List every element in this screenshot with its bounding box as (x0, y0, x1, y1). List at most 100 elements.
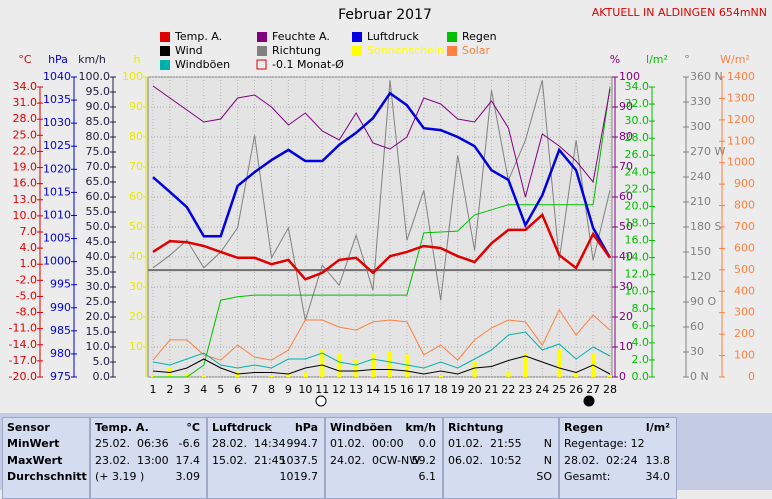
y-tick-label: 7.0 (20, 225, 38, 238)
y-tick-label: 330 (690, 95, 711, 108)
y-tick-label: 16.0 (625, 234, 650, 247)
table-cell: Temp. A. (95, 421, 149, 434)
x-tick-label: 16 (400, 383, 414, 396)
y-tick-label: 70 (619, 160, 633, 173)
y-tick-label: 1035 (43, 93, 71, 106)
y-tick-label: 15.0 (86, 325, 111, 338)
table-cell: 01.02. 21:55 (448, 437, 522, 450)
y-tick-label: -5.0 (16, 289, 37, 302)
line (152, 91, 612, 259)
y-tick-label: 1040 (43, 70, 71, 83)
y-tick-label: 80 (129, 130, 143, 143)
y-tick-label: 20.0 (625, 199, 650, 212)
table-cell: Windböen (330, 421, 393, 434)
table-cell: MaxWert (7, 454, 63, 467)
x-tick-label: 22 (501, 383, 515, 396)
y-tick-label: 80.0 (86, 130, 111, 143)
y-tick-label: 0.0 (93, 370, 111, 383)
legend-label: Luftdruck (367, 30, 419, 43)
y-tick-label: 600 (734, 241, 755, 254)
y-tick-label: 50 (129, 220, 143, 233)
y-tick-label: 995 (50, 278, 71, 291)
y-tick-label: 14.0 (625, 251, 650, 264)
bar (472, 362, 477, 377)
table-cell: Regen (564, 421, 604, 434)
y-tick-label: 95.0 (86, 85, 111, 98)
legend-swatch (160, 46, 170, 56)
y-tick-label: 1400 (727, 70, 755, 83)
table-cell: 15.02. 21:45 (212, 454, 286, 467)
y-tick-label: 150 (690, 245, 711, 258)
y-tick-label: 75.0 (86, 145, 111, 158)
y-tick-label: 20 (619, 310, 633, 323)
table-cell: 994.7 (286, 437, 319, 450)
y-tick-label: -8.0 (16, 306, 37, 319)
y-tick-label: -14.0 (9, 338, 37, 351)
y-tick-label: 1010 (43, 208, 71, 221)
y-tick-label: 1020 (43, 162, 71, 175)
table-cell: 28.02. 02:24 (564, 454, 638, 467)
table-cell: MinWert (7, 437, 60, 450)
y-tick-label: 0 N (690, 370, 709, 383)
x-tick-label: 25 (552, 383, 566, 396)
bar (371, 353, 376, 377)
y-tick-label: 500 (734, 263, 755, 276)
y-tick-label: 10.0 (625, 285, 650, 298)
y-tick-label: 24.0 (625, 165, 650, 178)
legend-label: Temp. A. (174, 30, 222, 43)
y-tick-label: 980 (50, 347, 71, 360)
y-tick-label: 300 (690, 120, 711, 133)
y-tick-label: -11.0 (9, 322, 37, 335)
table-cell: Luftdruck (212, 421, 272, 434)
y-tick-label: 90 O (690, 295, 716, 308)
legend-label: Richtung (272, 44, 321, 57)
y-tick-label: 18.0 (625, 216, 650, 229)
legend-label: Regen (462, 30, 497, 43)
y-tick-label: 400 (734, 284, 755, 297)
bar (608, 375, 612, 377)
x-tick-label: 21 (485, 383, 499, 396)
y-tick-label: 200 (734, 327, 755, 340)
y-tick-label: 19.0 (13, 161, 38, 174)
bar (286, 374, 291, 377)
y-tick-label: 1005 (43, 232, 71, 245)
y-tick-label: 1000 (727, 156, 755, 169)
y-tick-label: 60 (619, 190, 633, 203)
y-tick-label: -20.0 (9, 370, 37, 383)
moon-icon (315, 395, 327, 407)
table-cell: N (543, 454, 552, 467)
table-cell: 24.02. 0CW-NW (330, 454, 421, 467)
y-tick-label: 1200 (727, 113, 755, 126)
y-tick-label: 55.0 (86, 205, 111, 218)
y-tick-label: 5.0 (93, 355, 111, 368)
y-tick-label: 4.0 (632, 336, 650, 349)
table-column (2, 417, 90, 499)
table-cell: 1019.7 (279, 470, 319, 483)
bar (337, 353, 342, 377)
y-tick-label: 16.0 (13, 177, 38, 190)
y-tick-label: 10 (619, 340, 633, 353)
table-cell: Gesamt: (564, 470, 611, 483)
x-tick-label: 23 (518, 383, 532, 396)
y-tick-label: 31.0 (13, 96, 38, 109)
y-tick-label: 800 (734, 199, 755, 212)
table-cell: 28.02. 14:34 (212, 437, 286, 450)
x-tick-label: 12 (332, 383, 346, 396)
bar (506, 371, 511, 377)
y-tick-label: 300 (734, 306, 755, 319)
x-tick-label: 17 (417, 383, 431, 396)
x-tick-label: 13 (349, 383, 363, 396)
table-cell: 59.2 (411, 454, 437, 467)
chart-title: Februar 2017 (338, 7, 432, 23)
table-cell: 34.0 (645, 470, 671, 483)
y-tick-label: 20 (129, 310, 143, 323)
y-tick-label: 70.0 (86, 160, 111, 173)
bar (201, 376, 206, 377)
chart: Februar 2017 AKTUELL IN ALDINGEN 654mNN … (9, 6, 767, 407)
legend-swatch (352, 46, 362, 56)
y-tick-label: 12.0 (625, 268, 650, 281)
y-tick-label: 25.0 (86, 295, 111, 308)
legend-swatch (160, 60, 170, 70)
y-tick-label: 80 (619, 130, 633, 143)
y-tick-label: 50 (619, 220, 633, 233)
